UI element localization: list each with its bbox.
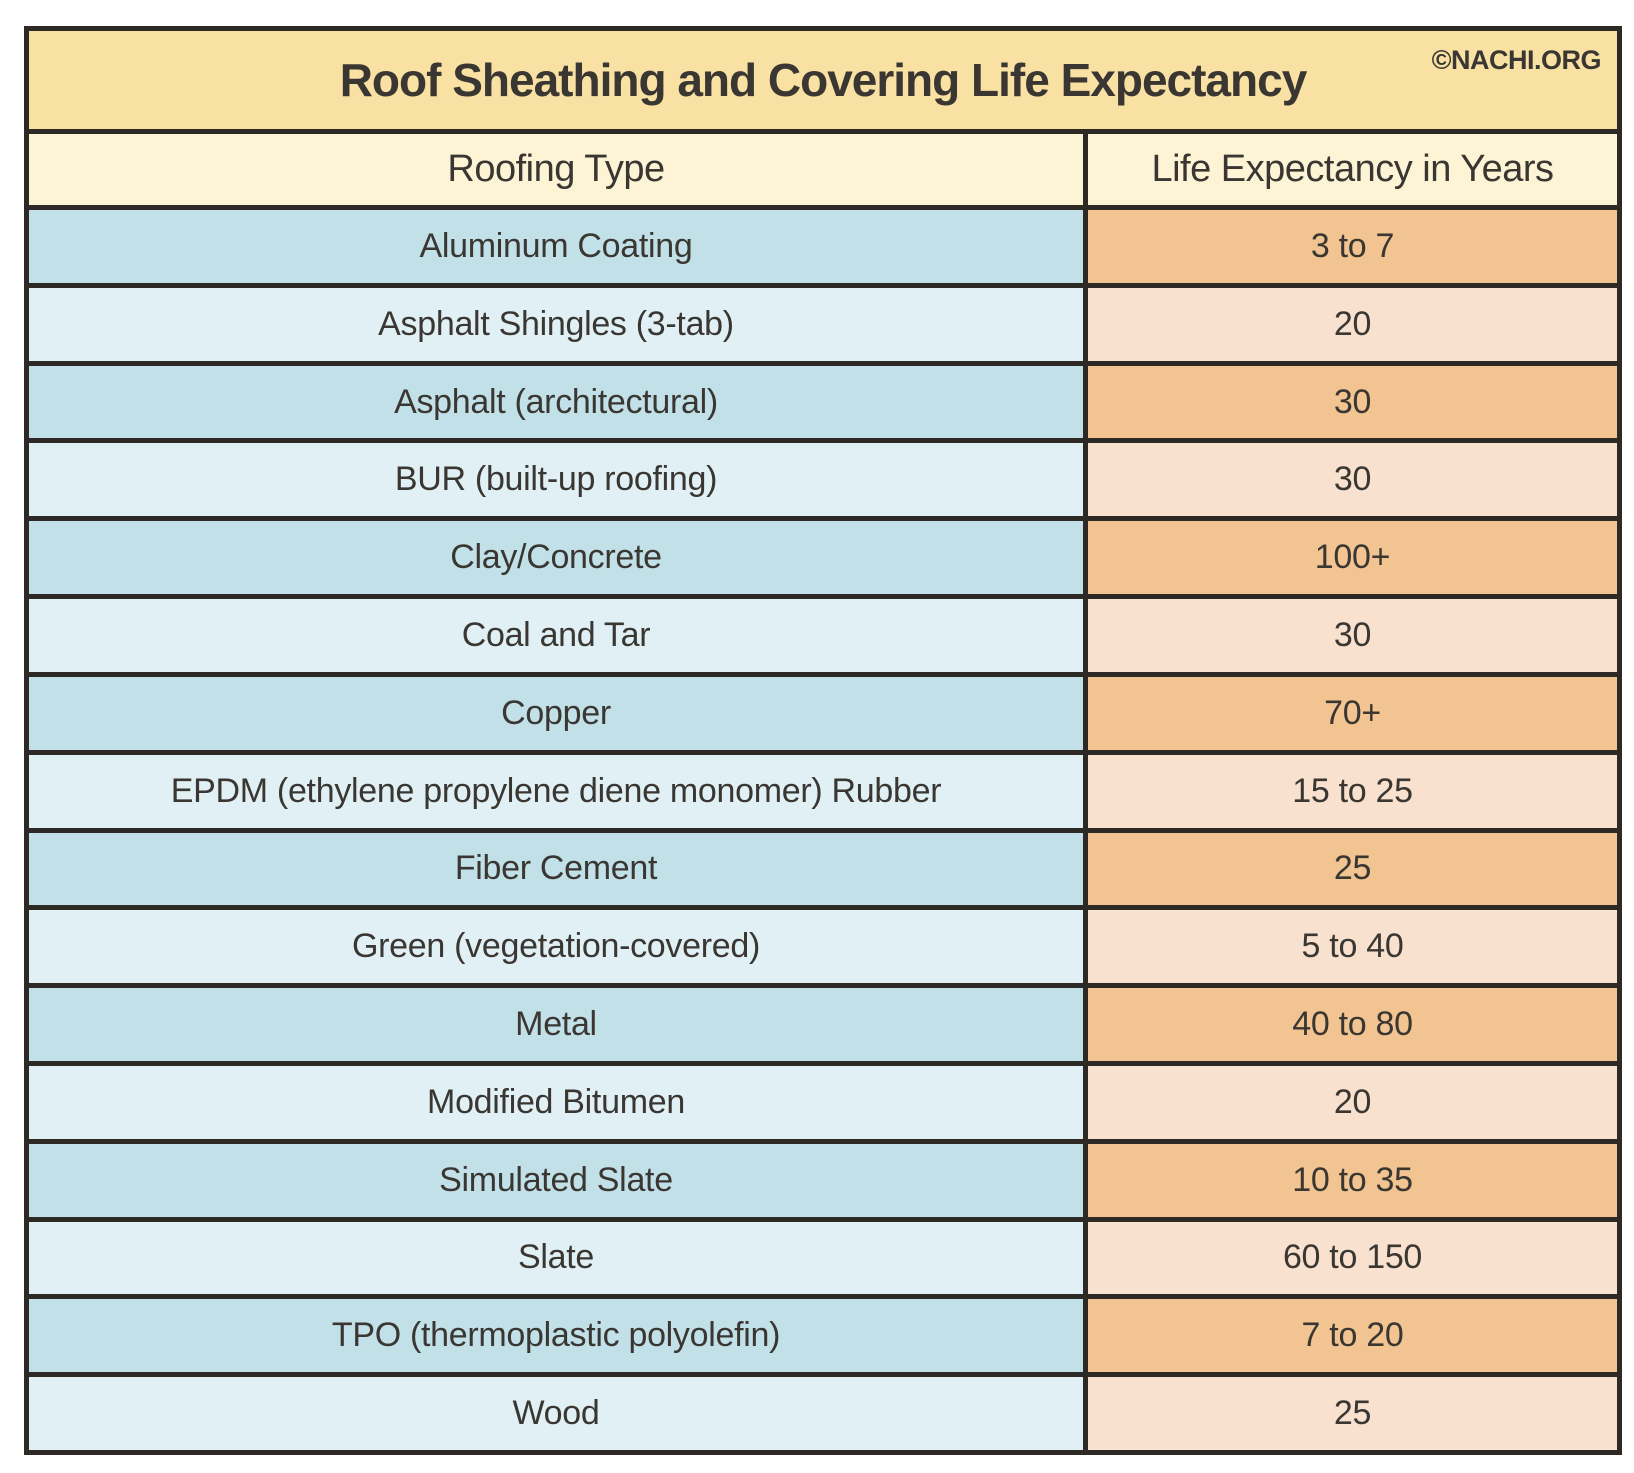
- table-title: Roof Sheathing and Covering Life Expecta…: [339, 54, 1308, 106]
- table-row: Asphalt Shingles (3-tab) 20: [29, 287, 1617, 361]
- life-expectancy-cell: 60 to 150: [1088, 1221, 1617, 1295]
- copyright-label: ©NACHI.ORG: [1431, 45, 1602, 75]
- roofing-type-cell: Modified Bitumen: [29, 1065, 1083, 1139]
- life-expectancy-cell: 30: [1088, 599, 1617, 672]
- life-expectancy-cell: 7 to 20: [1088, 1299, 1617, 1373]
- table-row: Aluminum Coating 3 to 7: [29, 210, 1617, 283]
- header-row: Roofing Type Life Expectancy in Years: [29, 134, 1617, 205]
- table-row: Green (vegetation-covered) 5 to 40: [29, 910, 1617, 984]
- life-expectancy-cell: 40 to 80: [1088, 988, 1617, 1061]
- life-expectancy-cell: 30: [1088, 365, 1617, 439]
- table-row: BUR (built-up roofing) 30: [29, 443, 1617, 517]
- column-header-life-expectancy: Life Expectancy in Years: [1088, 134, 1617, 205]
- table-row: Simulated Slate 10 to 35: [29, 1143, 1617, 1217]
- life-expectancy-cell: 3 to 7: [1088, 210, 1617, 283]
- table-row: Copper 70+: [29, 676, 1617, 750]
- table-row: Asphalt (architectural) 30: [29, 365, 1617, 439]
- table-row: Slate 60 to 150: [29, 1221, 1617, 1295]
- roofing-type-cell: Asphalt (architectural): [29, 365, 1083, 439]
- table-row: TPO (thermoplastic polyolefin) 7 to 20: [29, 1299, 1617, 1373]
- roofing-type-cell: TPO (thermoplastic polyolefin): [29, 1299, 1083, 1373]
- life-expectancy-cell: 25: [1088, 832, 1617, 906]
- life-expectancy-cell: 20: [1088, 1065, 1617, 1139]
- roofing-type-cell: Copper: [29, 676, 1083, 750]
- roofing-type-cell: Aluminum Coating: [29, 210, 1083, 283]
- life-expectancy-cell: 15 to 25: [1088, 754, 1617, 828]
- table-title-bar: Roof Sheathing and Covering Life Expecta…: [29, 31, 1617, 129]
- table-row: EPDM (ethylene propylene diene monomer) …: [29, 754, 1617, 828]
- roofing-type-cell: Wood: [29, 1377, 1083, 1450]
- roofing-type-cell: Metal: [29, 988, 1083, 1061]
- life-expectancy-cell: 20: [1088, 287, 1617, 361]
- life-expectancy-cell: 5 to 40: [1088, 910, 1617, 984]
- table-row: Fiber Cement 25: [29, 832, 1617, 906]
- life-expectancy-table: Roof Sheathing and Covering Life Expecta…: [24, 26, 1622, 1455]
- roofing-type-cell: Fiber Cement: [29, 832, 1083, 906]
- roofing-type-cell: Coal and Tar: [29, 599, 1083, 672]
- roofing-type-cell: Green (vegetation-covered): [29, 910, 1083, 984]
- roofing-type-cell: Clay/Concrete: [29, 521, 1083, 595]
- life-expectancy-cell: 25: [1088, 1377, 1617, 1450]
- table-row: Metal 40 to 80: [29, 988, 1617, 1061]
- column-header-roofing-type: Roofing Type: [29, 134, 1083, 205]
- table-row: Wood 25: [29, 1377, 1617, 1450]
- life-expectancy-cell: 10 to 35: [1088, 1143, 1617, 1217]
- life-expectancy-cell: 70+: [1088, 676, 1617, 750]
- life-expectancy-cell: 30: [1088, 443, 1617, 517]
- roofing-type-cell: EPDM (ethylene propylene diene monomer) …: [29, 754, 1083, 828]
- roofing-type-cell: Simulated Slate: [29, 1143, 1083, 1217]
- table-row: Coal and Tar 30: [29, 599, 1617, 672]
- roofing-type-cell: BUR (built-up roofing): [29, 443, 1083, 517]
- roofing-type-cell: Asphalt Shingles (3-tab): [29, 287, 1083, 361]
- life-expectancy-cell: 100+: [1088, 521, 1617, 595]
- table-row: Modified Bitumen 20: [29, 1065, 1617, 1139]
- table-row: Clay/Concrete 100+: [29, 521, 1617, 595]
- roofing-type-cell: Slate: [29, 1221, 1083, 1295]
